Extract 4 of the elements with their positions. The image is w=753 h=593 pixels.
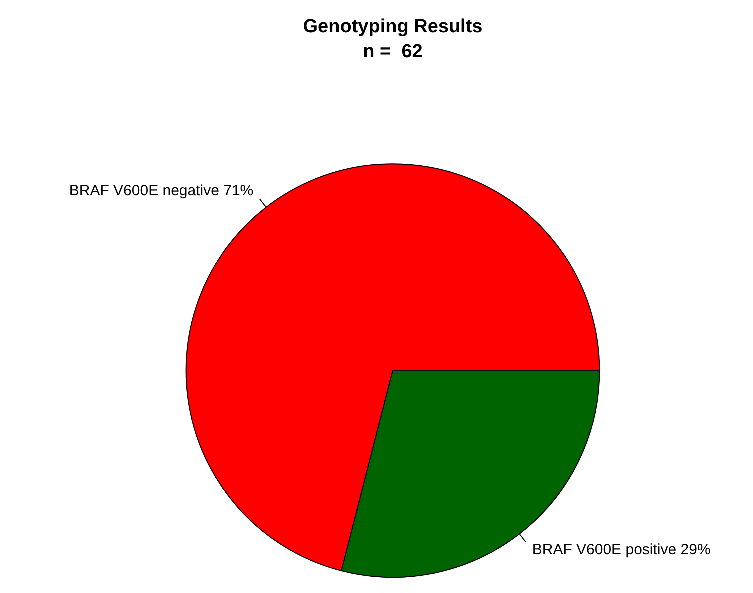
chart-title: Genotyping Results (303, 16, 483, 38)
chart-subtitle: n = 62 (363, 41, 423, 62)
slice-label: BRAF V600E positive 29% (532, 542, 711, 559)
slice-label: BRAF V600E negative 71% (69, 182, 254, 200)
